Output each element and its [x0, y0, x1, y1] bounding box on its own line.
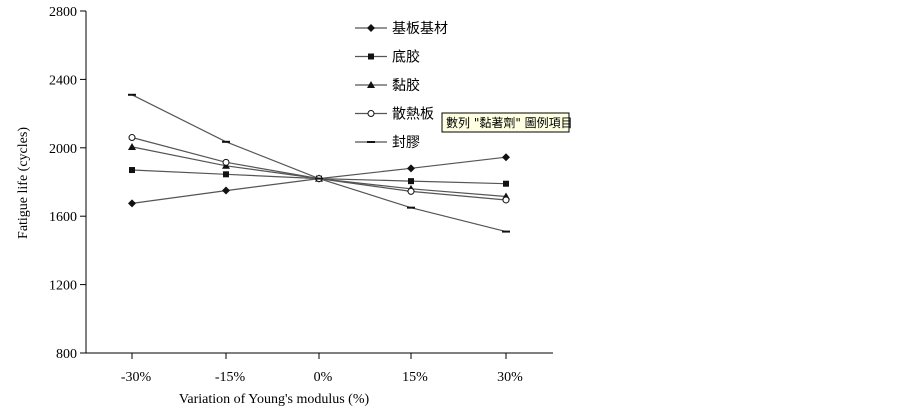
legend-item[interactable]: 底胶	[355, 49, 420, 66]
data-point	[223, 171, 229, 178]
data-point	[222, 186, 230, 195]
tooltip-text: 數列 "黏著劑" 圖例項目	[446, 115, 573, 130]
legend-item[interactable]: 封膠	[355, 135, 420, 151]
y-tick-label: 1200	[49, 279, 77, 294]
legend-label: 黏胶	[392, 77, 420, 94]
legend-label: 散熱板	[392, 107, 434, 123]
data-point	[367, 110, 375, 117]
series-group-5	[128, 93, 510, 233]
data-point	[503, 180, 509, 187]
data-point	[407, 187, 415, 195]
data-point	[502, 196, 510, 204]
data-point	[128, 134, 136, 142]
y-tick-label: 2800	[49, 5, 77, 20]
legend-item[interactable]: 散熱板	[355, 107, 434, 123]
y-axis-title: Fatigue life (cycles)	[16, 127, 31, 239]
legend-label: 基板基材	[392, 20, 448, 37]
y-tick-label: 800	[56, 347, 77, 362]
x-tick-label: 0%	[314, 370, 333, 385]
y-axis-ticks: 800 1200 1600 2000 2400 2800	[49, 5, 86, 362]
data-point	[502, 153, 510, 162]
data-point	[368, 53, 374, 60]
y-tick-label: 2400	[49, 73, 77, 88]
x-axis-ticks: -30% -15% 0% 15% 30%	[121, 353, 523, 385]
x-tick-label: 30%	[497, 370, 523, 385]
x-tick-label: 15%	[402, 370, 428, 385]
data-point	[129, 167, 135, 174]
y-tick-label: 2000	[49, 142, 77, 157]
series-layer	[128, 93, 510, 233]
tooltip-box	[441, 112, 570, 133]
data-point	[222, 158, 230, 166]
legend-label: 封膠	[392, 135, 420, 151]
x-tick-label: -30%	[121, 370, 152, 385]
series-line	[131, 146, 507, 198]
legend-label: 底胶	[392, 49, 420, 66]
data-point	[367, 81, 375, 88]
data-point	[128, 199, 136, 208]
data-point	[407, 164, 415, 173]
x-tick-label: -15%	[215, 370, 246, 385]
y-tick-label: 1600	[49, 210, 77, 225]
series-line	[131, 136, 507, 201]
legend-tooltip: 數列 "黏著劑" 圖例項目	[441, 112, 573, 133]
data-point	[367, 24, 375, 32]
legend-item[interactable]: 基板基材	[355, 20, 448, 37]
legend-item[interactable]: 黏胶	[355, 77, 420, 94]
data-point	[128, 142, 136, 150]
data-point	[408, 178, 414, 185]
x-axis-title: Variation of Young's modulus (%)	[179, 392, 370, 407]
